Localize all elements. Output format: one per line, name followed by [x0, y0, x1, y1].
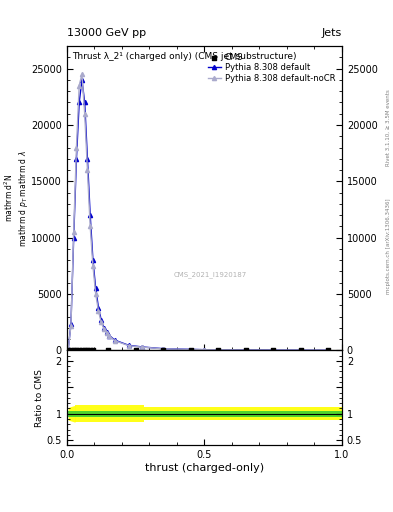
Pythia 8.308 default-noCR	[161, 346, 165, 352]
Pythia 8.308 default	[113, 337, 118, 343]
CMS	[71, 346, 77, 354]
Text: Rivet 3.1.10, ≥ 3.5M events: Rivet 3.1.10, ≥ 3.5M events	[386, 90, 391, 166]
CMS	[84, 346, 90, 354]
CMS	[68, 346, 74, 354]
CMS	[79, 346, 85, 354]
CMS	[82, 346, 88, 354]
Pythia 8.308 default	[99, 317, 104, 323]
Pythia 8.308 default-noCR	[94, 291, 98, 297]
CMS	[160, 346, 166, 354]
Pythia 8.308 default-noCR	[74, 144, 79, 151]
Pythia 8.308 default-noCR	[88, 223, 93, 229]
CMS	[90, 346, 96, 354]
Pythia 8.308 default-noCR	[66, 347, 71, 353]
Text: 13000 GeV pp: 13000 GeV pp	[67, 28, 146, 38]
Pythia 8.308 default-noCR	[127, 343, 131, 349]
Pythia 8.308 default	[140, 344, 145, 350]
Pythia 8.308 default	[161, 346, 165, 352]
Pythia 8.308 default-noCR	[83, 111, 87, 117]
CMS	[187, 346, 194, 354]
CMS	[132, 346, 139, 354]
CMS	[298, 346, 304, 354]
Pythia 8.308 default	[202, 347, 207, 353]
Pythia 8.308 default-noCR	[85, 167, 90, 173]
Pythia 8.308 default	[91, 257, 95, 263]
Pythia 8.308 default	[102, 325, 107, 331]
Y-axis label: mathrm d$^2$N
mathrm d $p_T$ mathrm d $\lambda$: mathrm d$^2$N mathrm d $p_T$ mathrm d $\…	[2, 150, 30, 247]
Pythia 8.308 default	[68, 322, 73, 328]
CMS	[65, 346, 72, 354]
Pythia 8.308 default	[107, 333, 112, 339]
X-axis label: thrust (charged-only): thrust (charged-only)	[145, 463, 264, 473]
Pythia 8.308 default	[127, 342, 131, 348]
Pythia 8.308 default-noCR	[326, 347, 331, 353]
Pythia 8.308 default	[326, 347, 331, 353]
CMS	[73, 346, 80, 354]
Line: Pythia 8.308 default: Pythia 8.308 default	[66, 78, 330, 352]
Pythia 8.308 default-noCR	[79, 71, 84, 77]
Pythia 8.308 default-noCR	[77, 82, 82, 89]
Pythia 8.308 default	[88, 212, 93, 218]
Pythia 8.308 default	[94, 285, 98, 291]
Text: Thrust λ_2¹ (charged only) (CMS jet substructure): Thrust λ_2¹ (charged only) (CMS jet subs…	[72, 52, 297, 61]
Pythia 8.308 default-noCR	[72, 229, 76, 235]
Text: CMS_2021_I1920187: CMS_2021_I1920187	[173, 271, 246, 278]
Pythia 8.308 default-noCR	[140, 344, 145, 350]
Pythia 8.308 default-noCR	[107, 333, 112, 339]
Pythia 8.308 default-noCR	[105, 330, 109, 336]
Pythia 8.308 default	[96, 305, 101, 311]
Pythia 8.308 default-noCR	[99, 319, 104, 325]
Pythia 8.308 default-noCR	[102, 326, 107, 332]
Text: mcplots.cern.ch [arXiv:1306.3436]: mcplots.cern.ch [arXiv:1306.3436]	[386, 198, 391, 293]
Pythia 8.308 default-noCR	[113, 338, 118, 344]
CMS	[87, 346, 94, 354]
Text: Jets: Jets	[321, 28, 342, 38]
CMS	[215, 346, 221, 354]
Line: Pythia 8.308 default-noCR: Pythia 8.308 default-noCR	[66, 72, 330, 352]
Pythia 8.308 default	[72, 234, 76, 241]
CMS	[76, 346, 83, 354]
Legend: CMS, Pythia 8.308 default, Pythia 8.308 default-noCR: CMS, Pythia 8.308 default, Pythia 8.308 …	[206, 50, 338, 86]
Pythia 8.308 default-noCR	[271, 347, 275, 353]
Pythia 8.308 default	[77, 99, 82, 105]
Pythia 8.308 default-noCR	[91, 263, 95, 269]
Pythia 8.308 default	[66, 346, 71, 352]
CMS	[325, 346, 331, 354]
Pythia 8.308 default	[74, 156, 79, 162]
Pythia 8.308 default	[271, 347, 275, 353]
Pythia 8.308 default	[83, 99, 87, 105]
Pythia 8.308 default-noCR	[68, 323, 73, 329]
CMS	[242, 346, 249, 354]
Pythia 8.308 default-noCR	[96, 308, 101, 314]
Y-axis label: Ratio to CMS: Ratio to CMS	[35, 369, 44, 427]
Pythia 8.308 default	[79, 77, 84, 83]
Pythia 8.308 default-noCR	[202, 347, 207, 353]
Pythia 8.308 default	[85, 156, 90, 162]
CMS	[105, 346, 111, 354]
CMS	[270, 346, 276, 354]
Pythia 8.308 default	[105, 329, 109, 335]
